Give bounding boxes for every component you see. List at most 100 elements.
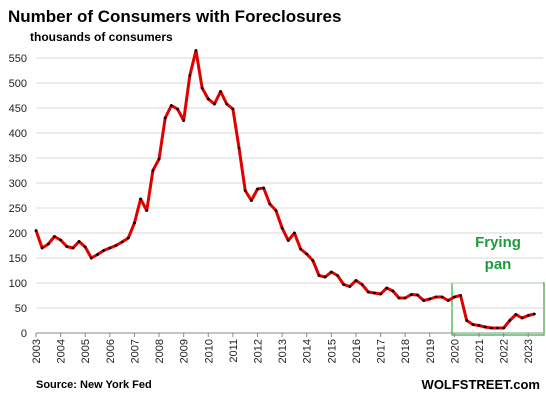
x-tick-label: 2011 — [228, 339, 240, 363]
data-point — [508, 319, 512, 322]
y-tick-label: 100 — [9, 278, 27, 290]
data-point — [114, 244, 118, 247]
x-tick-label: 2004 — [56, 339, 68, 363]
source: Source: New York Fed — [36, 379, 152, 391]
x-tick-label: 2022 — [499, 339, 511, 363]
data-point — [89, 256, 93, 260]
data-point — [293, 231, 296, 235]
y-tick-label: 50 — [15, 303, 27, 315]
data-point — [311, 259, 315, 262]
x-tick-label: 2019 — [425, 339, 437, 363]
data-point — [274, 209, 278, 212]
data-point — [225, 102, 229, 106]
data-point — [299, 247, 302, 251]
y-tick-label: 450 — [9, 103, 27, 115]
data-point — [416, 293, 419, 297]
x-tick-label: 2003 — [31, 339, 43, 363]
x-tick-label: 2007 — [129, 339, 141, 363]
x-tick-label: 2018 — [400, 339, 412, 363]
data-point — [188, 74, 192, 77]
y-tick-label: 550 — [9, 53, 27, 65]
data-point — [151, 169, 155, 172]
data-point — [336, 274, 339, 277]
data-point — [219, 90, 222, 93]
x-tick-label: 2008 — [154, 339, 166, 363]
data-point — [409, 293, 413, 296]
data-point — [169, 104, 173, 107]
x-tick-label: 2009 — [179, 339, 191, 363]
data-point — [53, 235, 56, 238]
data-point — [520, 316, 524, 320]
data-point — [379, 292, 382, 296]
data-point — [532, 312, 536, 316]
data-point — [526, 314, 530, 317]
y-tick-label: 0 — [21, 328, 27, 340]
data-point — [354, 279, 358, 282]
annotation: Frying — [475, 234, 521, 251]
data-point — [280, 226, 284, 230]
data-point — [268, 202, 272, 206]
x-tick-label: 2012 — [253, 339, 265, 363]
brand: WOLFSTREET.com — [422, 377, 540, 392]
data-point — [96, 253, 99, 256]
data-point — [465, 319, 469, 322]
data-point — [422, 299, 426, 302]
data-point — [133, 221, 136, 225]
chart-subtitle: thousands of consumers — [30, 30, 173, 44]
data-point — [286, 239, 290, 242]
data-line — [34, 49, 535, 330]
x-tick-label: 2014 — [302, 339, 314, 363]
data-point — [323, 275, 327, 279]
data-point — [373, 291, 376, 295]
data-point — [194, 49, 198, 52]
y-tick-label: 250 — [9, 203, 27, 215]
data-point — [231, 107, 235, 111]
x-tick-label: 2021 — [474, 339, 486, 363]
data-point — [139, 197, 142, 201]
data-point — [163, 116, 167, 120]
data-point — [446, 299, 450, 302]
y-tick-label: 150 — [9, 253, 27, 265]
data-point — [206, 97, 210, 101]
data-point — [459, 294, 462, 297]
data-point — [102, 249, 106, 252]
x-tick-label: 2013 — [277, 339, 289, 363]
data-point — [65, 245, 69, 248]
data-point — [360, 283, 364, 286]
data-point — [329, 270, 333, 274]
data-point — [34, 229, 38, 232]
data-point — [256, 187, 259, 191]
y-tick-label: 200 — [9, 228, 27, 240]
data-point — [126, 236, 130, 240]
x-tick-label: 2020 — [449, 339, 461, 363]
x-tick-label: 2023 — [523, 339, 535, 363]
data-point — [120, 240, 124, 244]
data-point — [391, 289, 395, 293]
data-point — [176, 107, 179, 111]
x-tick-label: 2015 — [326, 339, 338, 363]
data-point — [342, 283, 346, 286]
data-point — [471, 323, 475, 326]
data-point — [434, 295, 438, 299]
data-point — [157, 157, 161, 161]
data-point — [46, 242, 50, 246]
data-point — [366, 290, 370, 294]
annotation: pan — [485, 256, 512, 273]
data-point — [305, 252, 309, 256]
data-point — [496, 326, 499, 330]
x-tick-label: 2017 — [376, 339, 388, 363]
data-point — [249, 199, 253, 202]
data-point — [428, 297, 432, 301]
data-point — [243, 189, 247, 192]
y-tick-label: 400 — [9, 128, 27, 140]
data-point — [200, 86, 204, 90]
data-point — [145, 209, 149, 212]
y-tick-label: 350 — [9, 153, 27, 165]
data-point — [237, 146, 241, 150]
data-point — [83, 245, 87, 249]
data-point — [403, 296, 407, 300]
x-tick-label: 2005 — [80, 339, 92, 363]
data-point — [440, 295, 444, 299]
data-point — [59, 238, 63, 242]
